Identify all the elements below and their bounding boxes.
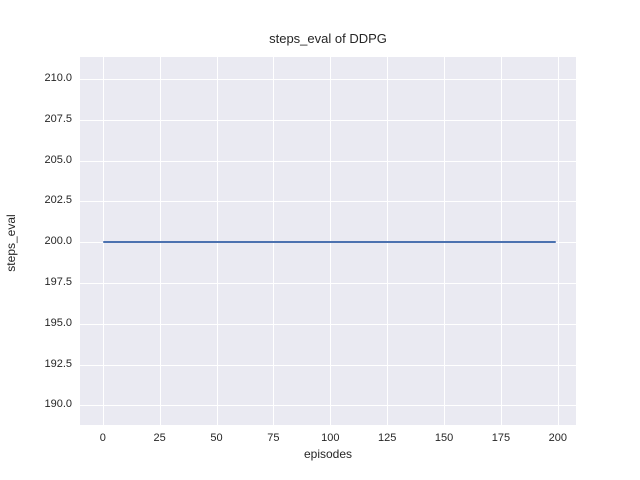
- y-tick-label: 190.0: [44, 398, 72, 411]
- y-tick-label: 202.5: [44, 194, 72, 207]
- gridline-horizontal: [80, 160, 576, 162]
- y-tick-label: 200.0: [44, 235, 72, 248]
- gridline-vertical: [102, 57, 104, 425]
- gridline-vertical: [500, 57, 502, 425]
- y-tick-label: 197.5: [44, 276, 72, 289]
- x-tick-label: 200: [548, 432, 567, 444]
- gridline-vertical: [387, 57, 389, 425]
- gridline-horizontal: [80, 364, 576, 366]
- x-tick-label: 175: [491, 432, 511, 444]
- x-tick-label: 75: [267, 432, 280, 444]
- gridline-horizontal: [80, 119, 576, 121]
- gridline-vertical: [159, 57, 161, 425]
- x-axis-label: episodes: [303, 447, 353, 461]
- gridline-vertical: [557, 57, 559, 425]
- gridline-horizontal: [80, 201, 576, 203]
- gridline-vertical: [330, 57, 332, 425]
- y-axis-label: steps_eval: [4, 214, 18, 272]
- x-tick-label: 0: [99, 432, 106, 444]
- y-tick-label: 195.0: [44, 316, 72, 329]
- chart-title: steps_eval of DDPG: [269, 31, 387, 46]
- gridline-vertical: [216, 57, 218, 425]
- x-tick-label: 50: [210, 432, 223, 444]
- y-tick-label: 205.0: [44, 153, 72, 166]
- gridline-horizontal: [80, 283, 576, 285]
- x-tick-label: 25: [153, 432, 166, 444]
- x-tick-label: 100: [321, 432, 340, 444]
- x-tick-label: 125: [377, 432, 397, 444]
- plot-area: [80, 57, 576, 425]
- gridline-horizontal: [80, 405, 576, 407]
- x-tick-label: 150: [434, 432, 454, 444]
- y-tick-label: 192.5: [44, 357, 72, 370]
- gridline-vertical: [444, 57, 446, 425]
- y-tick-label: 210.0: [44, 72, 72, 85]
- y-tick-label: 207.5: [44, 112, 72, 125]
- gridline-vertical: [273, 57, 275, 425]
- series-line-ddpg: [102, 241, 556, 244]
- gridline-horizontal: [80, 79, 576, 81]
- gridline-horizontal: [80, 323, 576, 325]
